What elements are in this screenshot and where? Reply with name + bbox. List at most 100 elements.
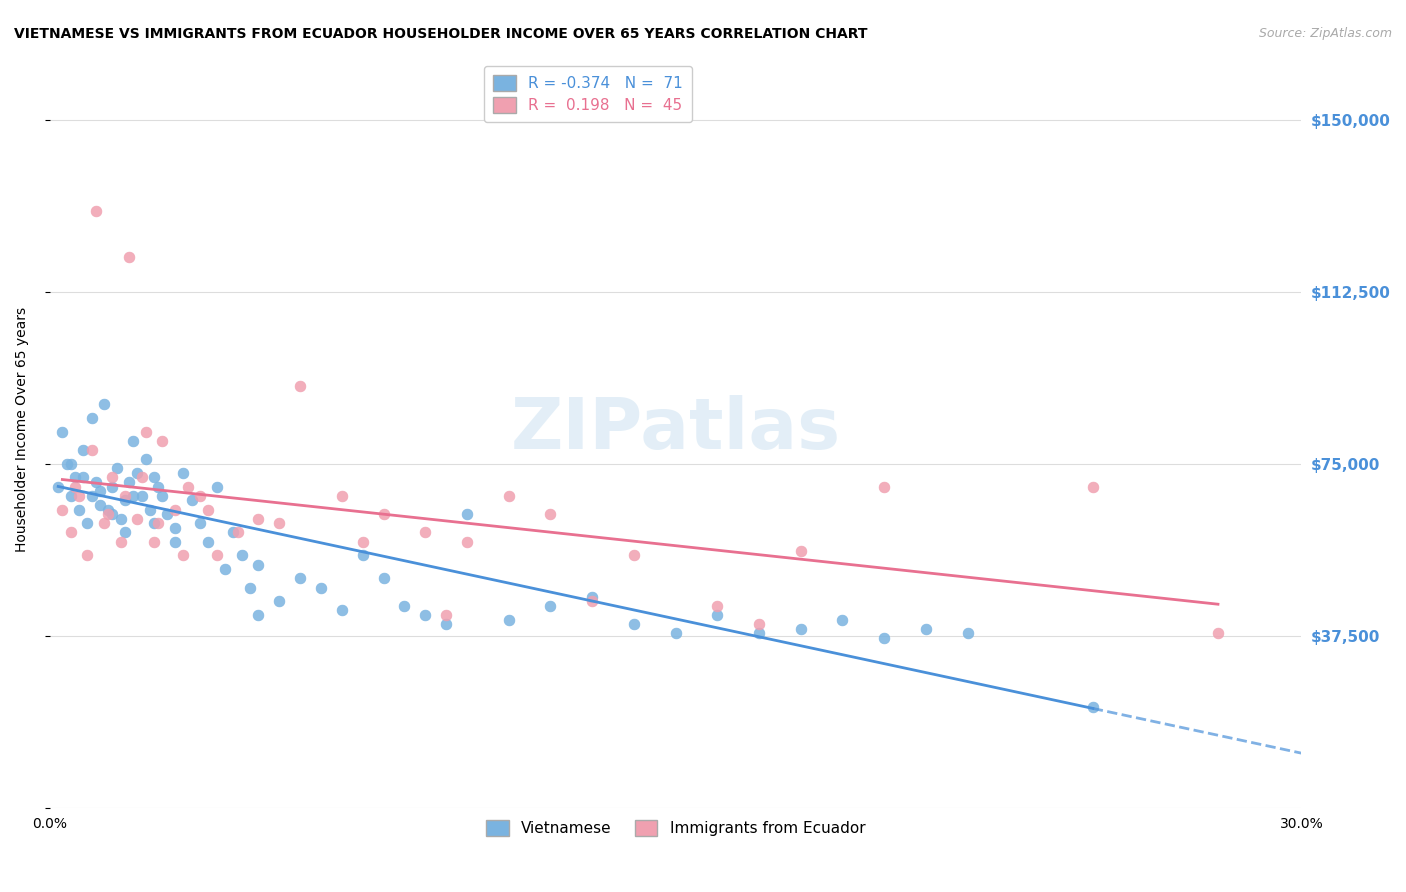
Point <box>122 434 145 448</box>
Point <box>373 507 395 521</box>
Point <box>434 608 457 623</box>
Point <box>352 549 374 563</box>
Point <box>394 599 416 613</box>
Point <box>172 466 194 480</box>
Point <box>172 549 194 563</box>
Point <box>330 489 353 503</box>
Point <box>59 457 82 471</box>
Point <box>269 594 291 608</box>
Point <box>59 489 82 503</box>
Point <box>790 543 813 558</box>
Point <box>330 603 353 617</box>
Point <box>101 507 124 521</box>
Point <box>665 626 688 640</box>
Point <box>790 622 813 636</box>
Point <box>72 442 94 457</box>
Point <box>956 626 979 640</box>
Point <box>127 511 149 525</box>
Point <box>101 470 124 484</box>
Point <box>540 599 562 613</box>
Point <box>205 479 228 493</box>
Point <box>72 470 94 484</box>
Point <box>67 489 90 503</box>
Point <box>163 521 186 535</box>
Point <box>873 631 896 645</box>
Point <box>176 479 198 493</box>
Point <box>89 484 111 499</box>
Point <box>135 425 157 439</box>
Point <box>197 502 219 516</box>
Y-axis label: Householder Income Over 65 years: Householder Income Over 65 years <box>15 307 30 552</box>
Point <box>80 410 103 425</box>
Point <box>55 457 77 471</box>
Point <box>118 475 141 489</box>
Point <box>93 397 115 411</box>
Point <box>59 525 82 540</box>
Point <box>623 617 645 632</box>
Point <box>76 549 98 563</box>
Point <box>748 617 770 632</box>
Point <box>456 534 478 549</box>
Point <box>46 479 69 493</box>
Point <box>114 493 136 508</box>
Legend: Vietnamese, Immigrants from Ecuador: Vietnamese, Immigrants from Ecuador <box>477 811 875 846</box>
Point <box>706 599 728 613</box>
Point <box>143 470 166 484</box>
Point <box>748 626 770 640</box>
Point <box>247 511 270 525</box>
Point <box>118 250 141 264</box>
Point <box>247 558 270 572</box>
Point <box>498 613 520 627</box>
Point <box>581 590 603 604</box>
Point <box>152 489 174 503</box>
Point <box>1206 626 1229 640</box>
Point <box>288 571 311 585</box>
Point <box>63 479 86 493</box>
Point <box>148 516 170 531</box>
Point <box>114 489 136 503</box>
Point <box>89 498 111 512</box>
Point <box>540 507 562 521</box>
Point <box>76 516 98 531</box>
Point <box>97 502 120 516</box>
Point <box>101 479 124 493</box>
Point <box>93 516 115 531</box>
Point <box>80 442 103 457</box>
Point <box>831 613 853 627</box>
Point <box>105 461 128 475</box>
Point <box>97 507 120 521</box>
Point <box>114 525 136 540</box>
Point <box>163 534 186 549</box>
Point <box>127 466 149 480</box>
Point <box>148 479 170 493</box>
Point <box>156 507 179 521</box>
Point <box>623 549 645 563</box>
Point <box>1081 699 1104 714</box>
Point <box>498 489 520 503</box>
Point <box>247 608 270 623</box>
Point <box>80 489 103 503</box>
Point <box>84 204 107 219</box>
Point <box>143 534 166 549</box>
Point <box>413 525 436 540</box>
Point <box>110 511 132 525</box>
Point <box>352 534 374 549</box>
Point <box>222 525 245 540</box>
Point <box>269 516 291 531</box>
Point <box>873 479 896 493</box>
Point <box>205 549 228 563</box>
Point <box>434 617 457 632</box>
Text: Source: ZipAtlas.com: Source: ZipAtlas.com <box>1258 27 1392 40</box>
Point <box>131 489 153 503</box>
Point <box>110 534 132 549</box>
Point <box>226 525 249 540</box>
Point <box>581 594 603 608</box>
Point <box>231 549 253 563</box>
Point <box>67 502 90 516</box>
Point <box>143 516 166 531</box>
Text: VIETNAMESE VS IMMIGRANTS FROM ECUADOR HOUSEHOLDER INCOME OVER 65 YEARS CORRELATI: VIETNAMESE VS IMMIGRANTS FROM ECUADOR HO… <box>14 27 868 41</box>
Text: ZIPatlas: ZIPatlas <box>510 395 841 464</box>
Point <box>180 493 202 508</box>
Point <box>1081 479 1104 493</box>
Point <box>309 581 332 595</box>
